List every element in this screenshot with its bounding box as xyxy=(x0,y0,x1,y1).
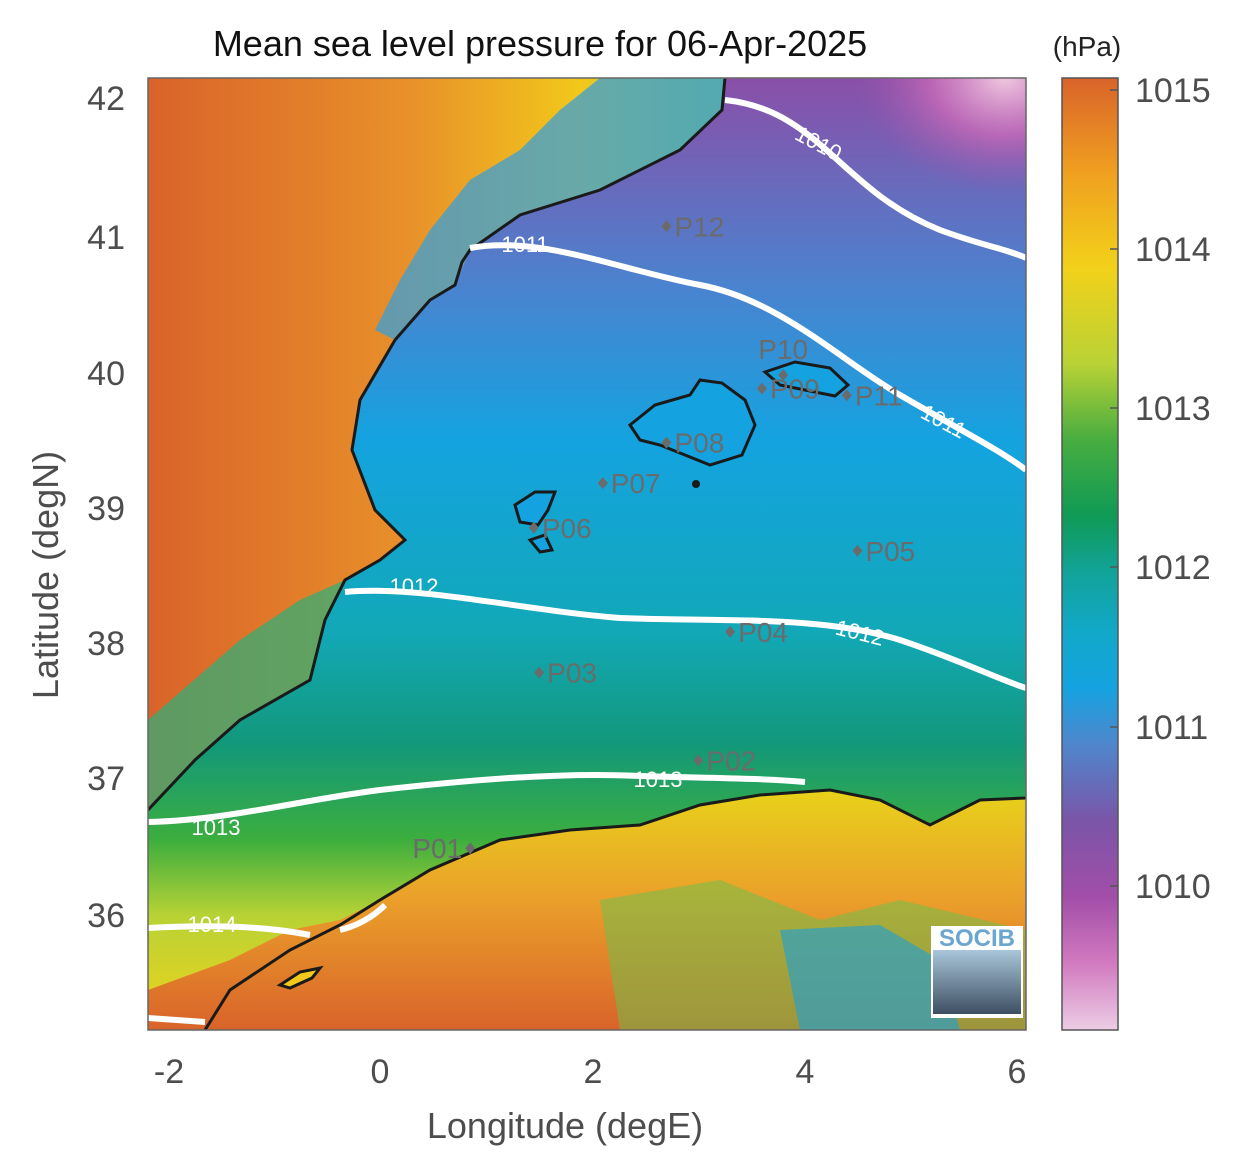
contour-1011 xyxy=(469,242,1026,473)
plot-frame xyxy=(147,77,1027,1031)
station-marker xyxy=(661,436,672,449)
iberia-coastline xyxy=(148,78,727,812)
station-marker xyxy=(693,754,704,767)
x-axis-label: Longitude (degE) xyxy=(427,1105,703,1146)
island-ibiza xyxy=(513,490,558,527)
x-tick-label: 6 xyxy=(1008,1053,1027,1091)
station-marker xyxy=(756,382,767,395)
station-marker xyxy=(465,842,476,855)
colorbar-tick-label: 1013 xyxy=(1135,390,1211,428)
x-tick-label: 0 xyxy=(371,1053,390,1091)
station-marker xyxy=(841,389,852,402)
station-label: P12 xyxy=(674,211,724,242)
y-tick-label: 39 xyxy=(87,490,125,528)
station-label: P02 xyxy=(706,745,756,776)
colorbar-tick-label: 1015 xyxy=(1135,72,1211,110)
station-label: P01 xyxy=(412,833,462,864)
contour-label: 1014 xyxy=(188,912,237,937)
x-tick-label: 4 xyxy=(796,1053,815,1091)
map-plot-area: 1010 1011 1011 1012 1012 1013 1013 1014 … xyxy=(148,78,1026,1030)
y-tick-label: 37 xyxy=(87,760,125,798)
y-axis-label: Latitude (degN) xyxy=(25,451,66,699)
colorbar-tick-label: 1012 xyxy=(1135,549,1211,587)
colorbar-gradient xyxy=(1061,77,1119,1031)
island-mallorca xyxy=(627,378,757,467)
colorbar-unit: (hPa) xyxy=(1053,31,1121,62)
station-label: P11 xyxy=(855,380,903,411)
island-menorca xyxy=(762,360,851,398)
island-alboran xyxy=(276,965,324,990)
contour-label: 1013 xyxy=(634,767,683,792)
contour-1010 xyxy=(724,97,1026,261)
africa-coastline xyxy=(203,788,1026,1030)
contour-1012 xyxy=(344,587,1026,691)
station-marker xyxy=(597,477,608,490)
station-marker xyxy=(725,625,736,638)
y-tick-label: 38 xyxy=(87,625,125,663)
y-tick-label: 36 xyxy=(87,897,125,935)
y-axis: 42 41 40 39 38 37 36 Latitude (degN) xyxy=(25,80,125,935)
x-tick-label: -2 xyxy=(154,1053,184,1091)
iberia-coastal-blue xyxy=(375,78,725,340)
station-marker xyxy=(534,666,545,679)
contour-1014-south xyxy=(148,1015,206,1025)
station-label: P03 xyxy=(547,657,597,688)
colorbar-tick-label: 1010 xyxy=(1135,868,1211,906)
station-label: P07 xyxy=(611,468,661,499)
contour-label: 1011 xyxy=(501,232,548,257)
station-label: P05 xyxy=(865,536,915,567)
y-tick-label: 42 xyxy=(87,80,125,118)
contour-label: 1013 xyxy=(192,815,241,840)
station-marker xyxy=(661,220,672,233)
station-label: P10 xyxy=(758,334,808,365)
contour-label: 1012 xyxy=(390,574,439,599)
iberia-coastal-green xyxy=(148,580,345,810)
station-label: P08 xyxy=(674,428,724,459)
x-axis: -2 0 2 4 6 Longitude (degE) xyxy=(154,1053,1027,1146)
station-marker xyxy=(852,544,863,557)
colorbar: (hPa) 1015 1014 1013 1012 1011 1010 xyxy=(1053,31,1211,1031)
station-label: P06 xyxy=(542,513,592,544)
island-cabrera xyxy=(692,480,700,488)
station-marker xyxy=(778,369,789,381)
x-tick-label: 2 xyxy=(584,1053,603,1091)
y-tick-label: 41 xyxy=(87,219,125,257)
island-formentera xyxy=(527,533,555,554)
colorbar-tick-label: 1014 xyxy=(1135,231,1211,269)
colorbar-tick-label: 1011 xyxy=(1135,709,1208,747)
contour-1013 xyxy=(148,771,806,825)
station-marker xyxy=(528,521,539,534)
socib-logo-text: SOCIB xyxy=(939,925,1015,952)
station-label: P09 xyxy=(770,374,820,405)
contour-1014 xyxy=(148,902,388,938)
station-markers: P01 P02 P03 P04 P05 P06 P07 P08 P09 P10 P11 P12 xyxy=(412,211,915,864)
map-title: Mean sea level pressure for 06-Apr-2025 xyxy=(213,23,867,64)
socib-logo: SOCIB xyxy=(931,925,1023,1018)
colorbar-ticks xyxy=(1110,89,1118,887)
station-label: P04 xyxy=(738,617,788,648)
africa-blue-zone xyxy=(780,925,960,1030)
y-tick-label: 40 xyxy=(87,355,125,393)
